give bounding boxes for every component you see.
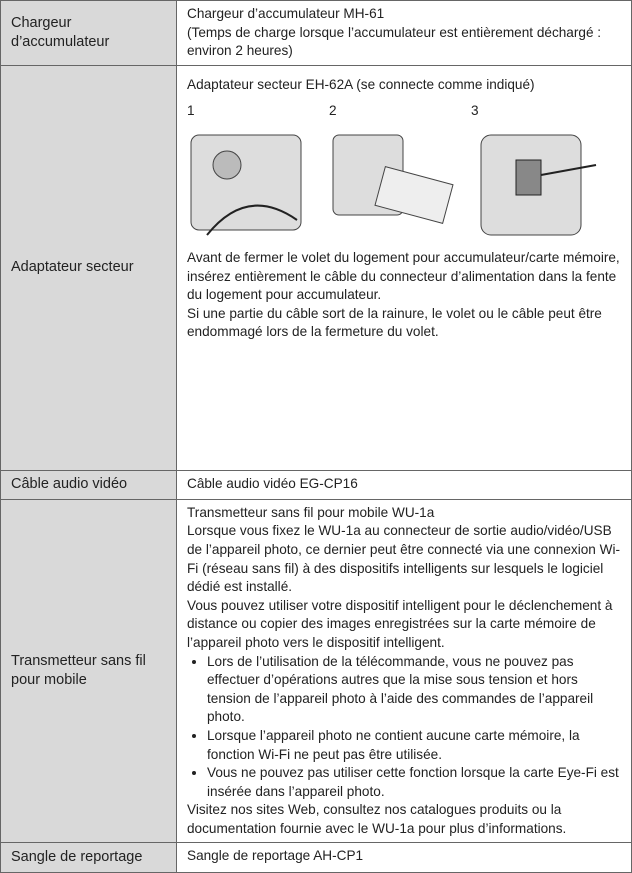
text: Visitez nos sites Web, consultez nos cat… [187, 802, 567, 836]
row-label: Sangle de reportage [0, 842, 177, 873]
step: 1 [187, 102, 329, 243]
text: Chargeur d’accumulateur MH-61 [187, 6, 385, 21]
step: 3 [471, 102, 613, 243]
bullet-list: Lors de l’utilisation de la télécommande… [187, 653, 621, 802]
text: Lorsque vous fixez le WU-1a au connecteu… [187, 523, 621, 595]
text: Sangle de reportage AH-CP1 [187, 848, 364, 864]
step-number: 2 [329, 103, 337, 119]
row: Transmetteur sans fil pour mobile Transm… [0, 498, 632, 844]
illustration [332, 134, 454, 224]
text: Adaptateur secteur EH-62A (se connecte c… [187, 76, 535, 92]
row-content: Adaptateur secteur EH-62A (se connecte c… [176, 64, 632, 471]
row-content: Câble audio vidéo EG-CP16 [176, 469, 632, 500]
illustration [480, 134, 597, 236]
step-number: 1 [187, 103, 195, 119]
bullet: Lors de l’utilisation de la télécommande… [207, 653, 621, 727]
row: Câble audio vidéo Câble audio vidéo EG-C… [0, 469, 632, 500]
steps: 1 2 3 [187, 102, 621, 243]
row-label: Câble audio vidéo [0, 469, 177, 500]
row-label: Chargeur d’accumulateur [0, 0, 177, 66]
row-content: Chargeur d’accumulateur MH-61 (Temps de c… [176, 0, 632, 66]
row-label: Adaptateur secteur [0, 64, 177, 471]
bullet: Lorsque l’appareil photo ne contient auc… [207, 727, 621, 764]
row: Sangle de reportage Sangle de reportage … [0, 842, 632, 873]
row-content: Transmetteur sans fil pour mobile WU-1a … [176, 498, 632, 844]
step: 2 [329, 102, 471, 243]
text: Si une partie du câble sort de la rainur… [187, 305, 602, 340]
text: Transmetteur sans fil pour mobile WU-1a [187, 504, 435, 520]
text: (Temps de charge lorsque l’accumulateur … [187, 24, 602, 59]
row: Chargeur d’accumulateur Chargeur d’accum… [0, 0, 632, 66]
row-label: Transmetteur sans fil pour mobile [0, 498, 177, 844]
row-content: Sangle de reportage AH-CP1 [176, 842, 632, 873]
text: Câble audio vidéo EG-CP16 [187, 475, 358, 491]
illustration [190, 134, 302, 236]
text: Vous pouvez utiliser votre dispositif in… [187, 597, 613, 650]
bullet: Vous ne pouvez pas utiliser cette foncti… [207, 764, 621, 801]
step-number: 3 [471, 103, 479, 119]
text: Avant de fermer le volet du logement pou… [187, 249, 620, 303]
row: Adaptateur secteur Adaptateur secteur EH… [0, 64, 632, 471]
